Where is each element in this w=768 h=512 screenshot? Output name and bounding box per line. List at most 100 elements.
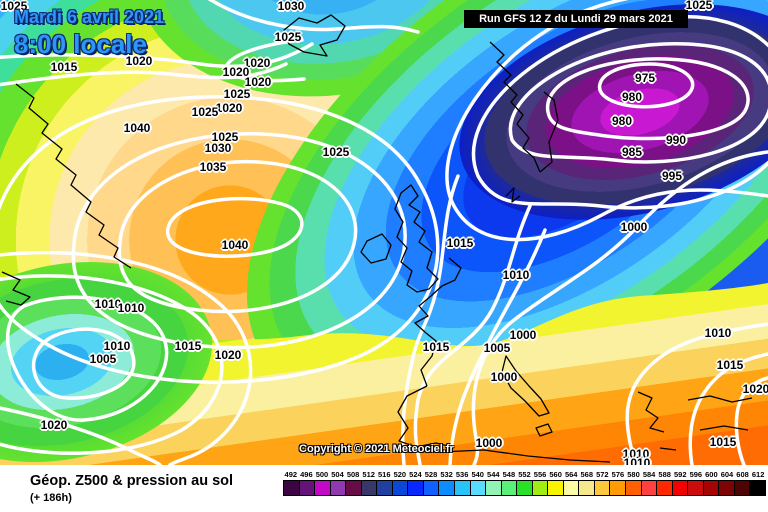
pressure-label: 1020 [125, 54, 153, 68]
scale-swatch [532, 481, 549, 495]
scale-swatch [377, 481, 393, 495]
scale-swatch [703, 481, 720, 495]
pressure-label: 975 [634, 71, 656, 85]
pressure-label: 1015 [174, 339, 202, 353]
scale-swatch [408, 481, 424, 495]
scale-swatch [330, 481, 347, 495]
scale-value: 576 [611, 470, 625, 479]
scale-value: 552 [518, 470, 531, 479]
scale-swatch [734, 481, 751, 495]
scale-value: 548 [502, 470, 516, 479]
scale-swatch [719, 481, 735, 495]
copyright-text: Copyright © 2021 Meteociel.fr [299, 443, 454, 455]
scale-swatch [626, 481, 642, 495]
pressure-label: 1020 [742, 382, 768, 396]
pressure-label: 1020 [243, 56, 271, 70]
scale-swatch [657, 481, 673, 495]
scale-value: 496 [300, 470, 313, 479]
scale-swatch [486, 481, 502, 495]
pressure-label: 1035 [199, 160, 227, 174]
scale-value: 608 [736, 470, 749, 479]
pressure-label: 1015 [446, 236, 474, 250]
pressure-field [0, 0, 768, 465]
scale-swatch [455, 481, 471, 495]
pressure-label: 1020 [215, 101, 243, 115]
pressure-label: 1000 [490, 370, 518, 384]
model-run-info: Run GFS 12 Z du Lundi 29 mars 2021 [464, 10, 688, 28]
scale-value: 592 [673, 470, 687, 479]
pressure-label: 1040 [221, 238, 249, 252]
color-scale: 492 496 500 504 508 512 516 520 524 528 532 536 540 5… [283, 470, 766, 496]
scale-swatch [284, 481, 300, 495]
pressure-label: 990 [665, 133, 687, 147]
pressure-label: 1025 [322, 145, 350, 159]
scale-value: 564 [564, 470, 578, 479]
scale-value: 516 [378, 470, 391, 479]
pressure-label: 1025 [685, 0, 713, 12]
scale-value: 544 [487, 470, 500, 479]
color-scale-values: 492 496 500 504 508 512 516 520 524 528 532 536 540 5… [283, 470, 766, 480]
scale-swatch [610, 481, 627, 495]
scale-value: 500 [315, 470, 329, 479]
scale-value: 508 [346, 470, 360, 479]
isobar-contours [0, 0, 768, 465]
pressure-label: 1005 [483, 341, 511, 355]
pressure-label: 1025 [223, 87, 251, 101]
scale-value: 512 [362, 470, 375, 479]
scale-value: 492 [284, 470, 298, 479]
pressure-label: 1025 [0, 0, 28, 13]
scale-swatch [439, 481, 456, 495]
scale-swatch [346, 481, 362, 495]
scale-swatch [672, 481, 689, 495]
scale-value: 568 [580, 470, 594, 479]
pressure-label: 1040 [123, 121, 151, 135]
weather-map-graphic [0, 0, 768, 465]
scale-swatch [361, 481, 378, 495]
pressure-label: 1020 [222, 65, 250, 79]
pressure-label: 1020 [214, 348, 242, 362]
scale-value: 580 [627, 470, 640, 479]
scale-value: 520 [393, 470, 407, 479]
scale-swatch [470, 481, 487, 495]
pressure-label: 1015 [709, 435, 737, 449]
pressure-label: 1015 [50, 60, 78, 74]
color-scale-bar [283, 480, 766, 496]
scale-swatch [579, 481, 595, 495]
forecast-hour: (+ 186h) [30, 492, 72, 504]
scale-value: 560 [549, 470, 562, 479]
scale-swatch [501, 481, 518, 495]
scale-value: 600 [705, 470, 718, 479]
pressure-label: 1015 [716, 358, 744, 372]
scale-value: 556 [533, 470, 547, 479]
pressure-label: 1025 [191, 105, 219, 119]
scale-swatch [641, 481, 658, 495]
pressure-label: 1010 [622, 447, 650, 461]
footer-bar: Géop. Z500 & pression au sol (+ 186h) 49… [0, 465, 768, 512]
pressure-label: 1010 [502, 268, 530, 282]
pressure-label: 1010 [623, 456, 651, 465]
scale-value: 572 [596, 470, 609, 479]
pressure-label: 1010 [94, 297, 122, 311]
pressure-label: 1000 [475, 436, 503, 450]
scale-swatch [517, 481, 533, 495]
pressure-label: 1010 [103, 339, 131, 353]
scale-swatch [750, 481, 765, 495]
pressure-label: 1015 [422, 340, 450, 354]
pressure-label: 1025 [211, 130, 239, 144]
scale-value: 528 [424, 470, 438, 479]
scale-value: 604 [720, 470, 734, 479]
pressure-label: 980 [611, 114, 633, 128]
scale-swatch [392, 481, 409, 495]
scale-value: 596 [689, 470, 703, 479]
scale-swatch [423, 481, 440, 495]
scale-swatch [688, 481, 704, 495]
pressure-label: 1010 [704, 326, 732, 340]
pressure-label: 1005 [89, 352, 117, 366]
pressure-label: 1030 [277, 0, 305, 13]
scale-value: 536 [455, 470, 469, 479]
pressure-label: 1000 [509, 328, 537, 342]
pressure-label: 1030 [204, 141, 232, 155]
scale-value: 612 [751, 470, 765, 479]
map-area: 1025 1015 1020 1040 1030 1025 1020 1020 1020 1025… [0, 0, 768, 465]
